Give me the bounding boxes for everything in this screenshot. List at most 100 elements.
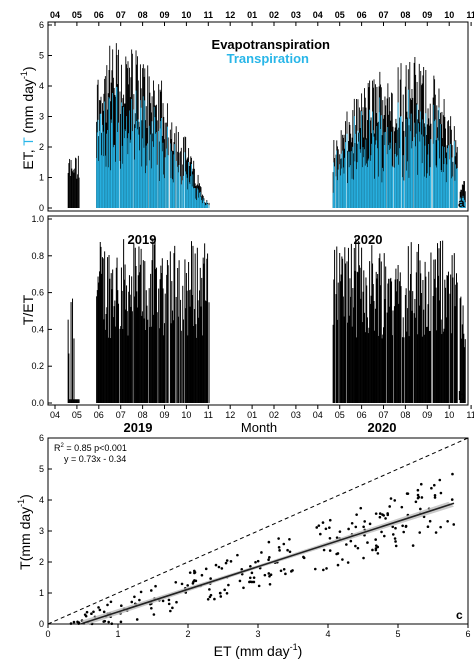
scatter-point	[430, 486, 433, 490]
scatter-point	[257, 584, 261, 588]
month-label-bottom: 02	[269, 410, 279, 420]
panel-c-letter: c	[456, 608, 463, 622]
scatter-point	[452, 523, 456, 526]
scatter-point	[345, 543, 348, 546]
y-tick-label-a: 3	[39, 112, 44, 122]
month-label-top: 05	[72, 10, 82, 20]
scatter-point	[328, 549, 332, 552]
year-label-2020: 2020	[354, 232, 383, 247]
scatter-point	[383, 534, 386, 538]
scatter-point	[154, 584, 157, 588]
legend-transpiration: Transpiration	[227, 51, 309, 66]
month-label-top: 02	[269, 10, 279, 20]
scatter-point	[317, 524, 321, 527]
scatter-point	[119, 620, 123, 624]
x-tick-label-c: 6	[465, 629, 470, 639]
scatter-point	[359, 506, 363, 510]
scatter-point	[426, 525, 430, 529]
scatter-point	[102, 620, 106, 623]
scatter-point	[256, 559, 260, 563]
month-label-top: 07	[116, 10, 126, 20]
scatter-point	[279, 569, 283, 573]
scatter-point	[388, 505, 391, 508]
scatter-point	[223, 588, 226, 592]
scatter-point	[169, 609, 172, 613]
scatter-point	[175, 600, 178, 604]
scatter-point	[284, 572, 287, 576]
scatter-point	[349, 539, 353, 543]
scatter-point	[188, 571, 192, 574]
month-label-bottom: 12	[225, 410, 235, 420]
x-tick-label-c: 0	[45, 629, 50, 639]
scatter-point	[376, 552, 380, 555]
scatter-point	[328, 518, 332, 522]
month-label-top: 01	[247, 10, 257, 20]
scatter-point	[109, 600, 113, 604]
panel-b-ylabel: T/ET	[20, 294, 36, 325]
scatter-point	[254, 560, 257, 564]
scatter-point	[419, 507, 422, 511]
scatter-point	[120, 604, 123, 608]
scatter-point	[394, 526, 397, 530]
month-label-bottom: 08	[400, 410, 410, 420]
scatter-point	[152, 613, 156, 616]
scatter-point	[260, 551, 263, 554]
month-label-bottom: 07	[378, 410, 388, 420]
scatter-point	[432, 483, 436, 487]
scatter-point	[416, 493, 420, 497]
scatter-point	[229, 560, 233, 563]
month-label-bottom: 08	[138, 410, 148, 420]
scatter-point	[428, 519, 432, 523]
panel-b-letter: b	[458, 389, 465, 403]
scatter-point	[414, 500, 418, 504]
month-label-top: 09	[422, 10, 432, 20]
year-label-2019-bottom: 2019	[124, 420, 153, 435]
scatter-point	[267, 558, 270, 562]
scatter-point	[248, 576, 252, 580]
scatter-point	[381, 513, 384, 516]
scatter-point	[242, 586, 245, 590]
scatter-point	[315, 526, 319, 529]
scatter-point	[362, 525, 365, 529]
month-label-top: 04	[313, 10, 323, 20]
scatter-point	[268, 556, 271, 559]
scatter-point	[220, 567, 224, 570]
scatter-point	[90, 612, 93, 616]
scatter-point	[389, 497, 393, 500]
panel-b-month-ticks: 04 05 06 07 08 09 10 11 12 01 02 03 04 05 06 07 08 09 10 11	[50, 405, 474, 420]
y-tick-label-a: 1	[39, 173, 44, 183]
panel-a-bars	[67, 43, 466, 208]
scatter-point	[302, 555, 305, 559]
scatter-point	[150, 606, 153, 610]
scatter-point	[338, 530, 342, 533]
scatter-point	[72, 620, 76, 624]
month-label-bottom: 06	[94, 410, 104, 420]
scatter-point	[391, 533, 395, 536]
scatter-point	[161, 599, 165, 603]
scatter-point	[394, 540, 397, 543]
panel-b-frame	[47, 215, 469, 406]
scatter-point	[249, 564, 252, 568]
y-tick-label-b: 1.0	[31, 214, 44, 224]
scatter-point	[354, 525, 358, 529]
scatter-point	[434, 531, 438, 534]
month-label-bottom: 06	[357, 410, 367, 420]
panel-a-y-ticks: 0 1 2 3 4 5 6	[39, 20, 52, 213]
scatter-point	[313, 567, 317, 571]
scatter-point	[209, 593, 213, 597]
scatter-point	[204, 567, 208, 571]
scatter-point	[363, 520, 366, 523]
one-to-one-line	[47, 437, 469, 625]
scatter-point	[416, 488, 420, 492]
scatter-point	[167, 602, 171, 606]
x-tick-label-c: 3	[255, 629, 260, 639]
month-label-top: 11	[466, 10, 474, 20]
scatter-point	[252, 580, 256, 584]
scatter-point	[133, 595, 136, 599]
y-tick-label-a: 0	[39, 203, 44, 213]
month-label-top: 11	[204, 10, 214, 20]
scatter-point	[328, 536, 332, 540]
month-label-top: 04	[50, 10, 60, 20]
y-tick-label-c: 4	[39, 495, 44, 505]
scatter-point	[346, 561, 350, 564]
